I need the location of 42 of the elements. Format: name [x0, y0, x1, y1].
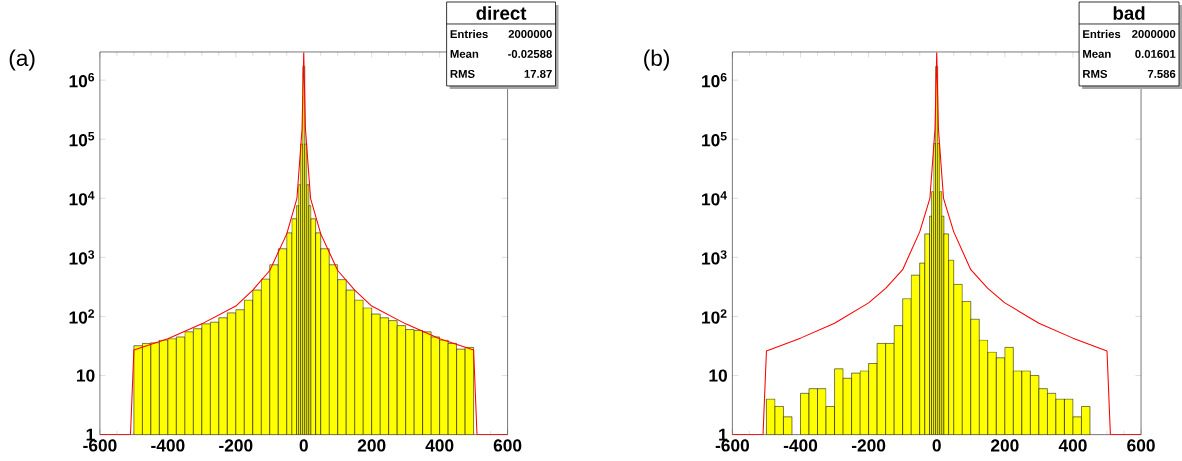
x-tick-label: 600 [1127, 439, 1155, 452]
x-tick-label: 200 [990, 439, 1019, 452]
y-tick-label: 10$^{4}$ [702, 191, 727, 206]
annotation: Mean [450, 50, 479, 59]
y-tick-label: 10$^{5}$ [69, 132, 95, 147]
text: -0.02588 [508, 50, 552, 59]
y-tick-label: 10$^{3}$ [702, 250, 727, 265]
x-tick-label: 400 [1058, 439, 1087, 452]
x-tick-label: -400 [151, 439, 185, 452]
x-tick-label: -200 [219, 439, 253, 452]
annotation: 0.01601 [1135, 50, 1176, 59]
text: 2000000 [508, 30, 552, 39]
y-tick-label: 10$^{6}$ [69, 73, 95, 88]
y-tick-label: 10$^{2}$ [702, 309, 727, 324]
x-tick-label: -600 [83, 439, 117, 452]
text: 17.87 [524, 70, 552, 79]
y-tick-label: 10$^{4}$ [69, 191, 95, 206]
y-tick-label: 10$^{3}$ [69, 250, 95, 265]
text: 7.586 [1147, 70, 1176, 79]
y-tick-label: 10$^{2}$ [69, 309, 95, 324]
y-tick-label: 10$^{6}$ [702, 73, 727, 88]
annotation: Mean [1083, 50, 1111, 59]
x-tick-label: 200 [357, 439, 386, 452]
annotation: RMS [450, 70, 475, 79]
x-tick-label: -400 [783, 439, 818, 452]
y-tick-label: 10 [709, 369, 727, 382]
annotation: RMS [1083, 70, 1108, 79]
x-tick-label: 400 [425, 439, 454, 452]
text: (b) [644, 49, 669, 71]
chart-title: direct [476, 6, 527, 21]
y-tick-label: 10$^{5}$ [702, 132, 727, 147]
x-tick-label: 0 [299, 439, 308, 452]
text: (a) [9, 49, 35, 71]
x-tick-label: 0 [932, 439, 941, 452]
chart-title: bad [1113, 6, 1145, 21]
text: Entries [1083, 29, 1121, 39]
text: Entries [450, 29, 488, 39]
x-tick-label: 600 [493, 439, 522, 452]
text: 2000000 [1132, 30, 1176, 39]
x-tick-label: -600 [715, 439, 749, 452]
y-tick-label: 10 [77, 369, 95, 382]
x-tick-label: -200 [851, 439, 886, 452]
